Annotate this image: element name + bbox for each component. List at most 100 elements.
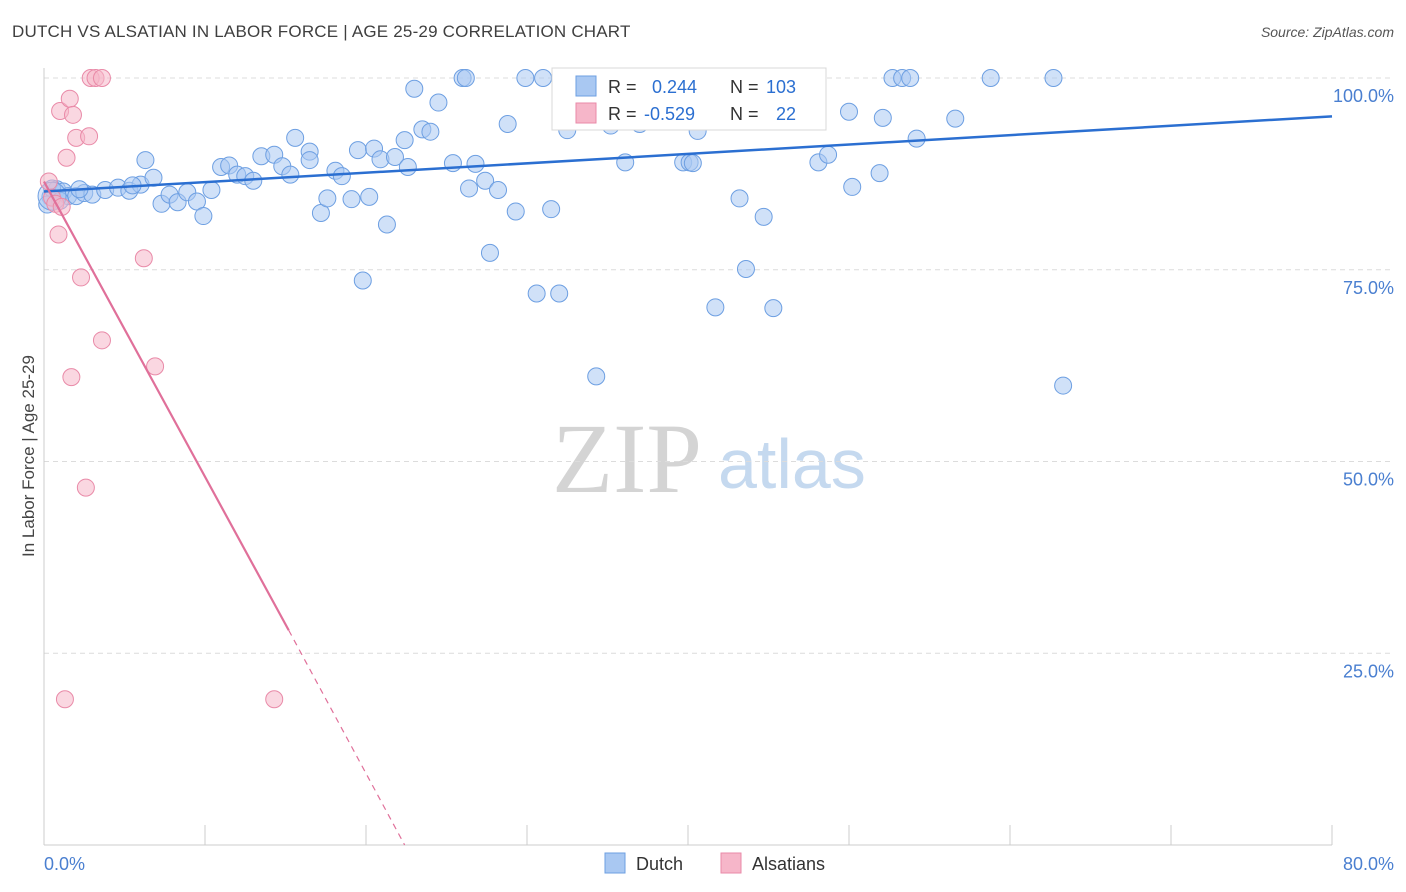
dutch-point (456, 69, 475, 87)
stats-r-label-alsatian: R = (608, 104, 637, 124)
dutch-point (489, 180, 508, 199)
trend-lines (43, 115, 1333, 846)
stats-n-label-alsatian: N = (730, 104, 759, 124)
dutch-point (683, 154, 702, 173)
x-tick-label-min: 0.0% (44, 854, 85, 874)
dutch-point (300, 151, 319, 170)
dutch-point (506, 202, 525, 221)
alsatian-point (39, 172, 58, 191)
dutch-point (421, 122, 440, 141)
dutch-point (981, 69, 1000, 87)
legend-swatch-dutch (604, 852, 626, 874)
source-credit: Source: ZipAtlas.com (1260, 24, 1394, 40)
stats-r-label-dutch: R = (608, 77, 637, 97)
alsatian-point (76, 478, 95, 497)
dutch-point (901, 69, 920, 87)
dutch-point (550, 284, 569, 303)
dutch-trend-line (43, 115, 1333, 193)
dutch-point (819, 145, 838, 164)
dutch-point (873, 108, 892, 127)
alsatian-trend-line (43, 181, 290, 631)
chart-title: DUTCH VS ALSATIAN IN LABOR FORCE | AGE 2… (12, 22, 631, 41)
dutch-point (353, 271, 372, 290)
dutch-point (843, 177, 862, 196)
dutch-point (587, 367, 606, 386)
y-tick-label: 100.0% (1333, 86, 1394, 106)
dutch-point (1054, 376, 1073, 395)
stats-r-value-alsatian: -0.529 (644, 104, 695, 124)
stats-n-label-dutch: N = (730, 77, 759, 97)
watermark-atlas: atlas (718, 425, 866, 503)
dutch-point (318, 189, 337, 208)
alsatian-point (49, 225, 68, 244)
stats-box: R = 0.244 N = 103 R = -0.529 N = 22 (551, 67, 827, 131)
dutch-point (480, 243, 499, 262)
alsatian-points (39, 69, 284, 709)
dutch-point (754, 207, 773, 226)
stats-swatch-alsatian (575, 102, 597, 124)
dutch-point (281, 165, 300, 184)
x-axis-ticks (43, 825, 1333, 845)
legend-swatch-alsatian (720, 852, 742, 874)
dutch-point (377, 215, 396, 234)
dutch-point (476, 171, 495, 190)
dutch-point (460, 179, 479, 198)
dutch-point (946, 109, 965, 128)
dutch-point (466, 154, 485, 173)
dutch-point (405, 79, 424, 98)
alsatian-point (146, 357, 165, 376)
dutch-point (395, 131, 414, 150)
alsatian-trend-extension (288, 629, 406, 846)
alsatian-point (80, 127, 99, 146)
y-tick-label: 50.0% (1343, 470, 1394, 490)
stats-r-value-dutch: 0.244 (652, 77, 697, 97)
legend-label-alsatian: Alsatians (752, 854, 825, 874)
dutch-point (194, 207, 213, 226)
alsatian-point (92, 331, 111, 350)
dutch-point (286, 128, 305, 147)
y-axis-title: In Labor Force | Age 25-29 (19, 355, 38, 557)
alsatian-point (55, 690, 74, 709)
dutch-point (516, 69, 535, 87)
dutch-point (542, 200, 561, 219)
legend: Dutch Alsatians (604, 852, 825, 874)
dutch-point (534, 69, 553, 87)
dutch-point (1044, 69, 1063, 87)
dutch-point (840, 102, 858, 121)
y-axis-tick-labels: 100.0% 75.0% 50.0% 25.0% (1333, 86, 1394, 681)
stats-n-value-alsatian: 22 (776, 104, 796, 124)
dutch-point (870, 164, 889, 183)
dutch-point (342, 190, 361, 209)
x-tick-label-max: 80.0% (1343, 854, 1394, 874)
dutch-point (332, 167, 351, 186)
dutch-point (202, 180, 221, 199)
alsatian-point (134, 249, 153, 268)
legend-label-dutch: Dutch (636, 854, 683, 874)
dutch-point (527, 284, 546, 303)
alsatian-point (72, 268, 91, 287)
dutch-point (907, 129, 926, 148)
dutch-point (136, 151, 155, 170)
dutch-point (360, 187, 379, 206)
alsatian-point (63, 105, 82, 124)
alsatian-point (92, 69, 111, 87)
dutch-point (764, 299, 783, 318)
watermark: ZIP atlas (552, 403, 866, 514)
alsatian-point (60, 89, 79, 108)
dutch-point (736, 259, 755, 278)
y-tick-label: 75.0% (1343, 278, 1394, 298)
y-tick-label: 25.0% (1343, 661, 1394, 681)
watermark-zip: ZIP (552, 403, 702, 514)
dutch-point (429, 93, 448, 112)
dutch-point (706, 298, 725, 317)
stats-box-frame (551, 67, 827, 131)
alsatian-point (62, 368, 81, 387)
grid-lines (44, 77, 1394, 654)
stats-n-value-dutch: 103 (766, 77, 796, 97)
dutch-point (498, 115, 517, 134)
dutch-point (398, 157, 417, 176)
alsatian-point (57, 148, 76, 167)
dutch-point (730, 189, 749, 208)
dutch-point (348, 141, 367, 160)
